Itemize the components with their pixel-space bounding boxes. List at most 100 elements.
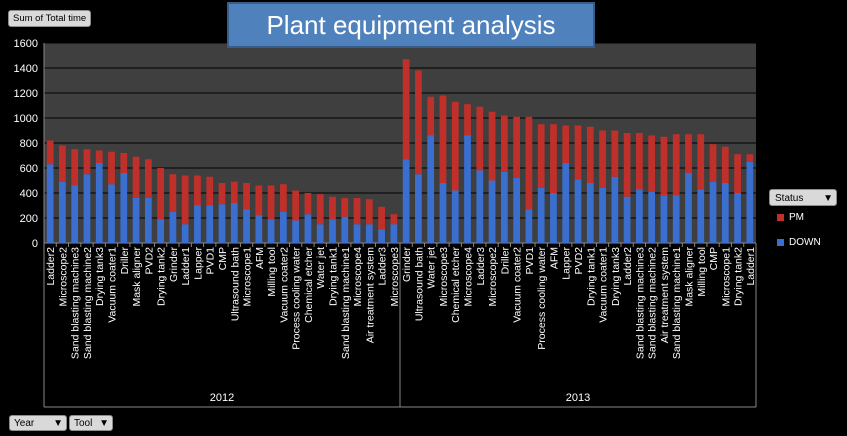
x-tick-label: Process cooling water xyxy=(291,247,303,350)
bar-down xyxy=(353,224,361,243)
bar-down xyxy=(157,219,164,243)
x-tick-label: Drying tank3 xyxy=(610,247,622,306)
bar-down xyxy=(280,211,287,243)
x-tick-label: CMP xyxy=(217,247,229,270)
bar-down xyxy=(304,214,312,243)
bar-down xyxy=(574,179,582,243)
year-field-button[interactable]: Year ▼ xyxy=(9,415,67,431)
x-tick-label: Drying tank2 xyxy=(733,247,745,306)
bar-pm xyxy=(230,181,238,203)
x-tick-label: Air treatment system xyxy=(659,247,671,344)
bar-pm xyxy=(721,146,729,183)
bar-pm xyxy=(255,185,263,216)
bar-pm xyxy=(218,183,226,205)
bar-down xyxy=(206,205,214,243)
x-tick-label: Sand blasting machine3 xyxy=(70,247,82,359)
bar-down xyxy=(144,198,152,243)
bar-pm xyxy=(390,214,398,225)
legend-label-down: DOWN xyxy=(789,237,821,248)
x-tick-label: Ladder2 xyxy=(622,247,634,286)
bar-pm xyxy=(550,124,557,193)
value-field-button[interactable]: Sum of Total time xyxy=(8,10,92,27)
x-tick-label: Vacuum coater2 xyxy=(278,247,290,323)
bar-down xyxy=(218,204,226,243)
bar-down xyxy=(697,189,705,243)
bar-down xyxy=(476,170,484,243)
bar-down xyxy=(746,161,754,243)
bar-pm xyxy=(746,154,754,162)
x-tick-label: Ladder1 xyxy=(745,247,757,286)
bar-pm xyxy=(304,193,312,215)
bar-down xyxy=(402,159,410,243)
bar-pm xyxy=(464,104,471,136)
x-tick-label: Milling tool xyxy=(696,247,708,297)
bar-pm xyxy=(574,125,582,180)
x-tick-label: AFM xyxy=(548,247,560,269)
legend-header-label: Status xyxy=(775,193,804,204)
bar-down xyxy=(329,219,336,243)
bar-pm xyxy=(513,116,520,178)
legend-swatch-down xyxy=(777,238,784,246)
y-tick-label: 600 xyxy=(20,163,38,175)
y-tick-label: 1600 xyxy=(14,38,38,50)
x-tick-label: Drying tank1 xyxy=(585,247,597,306)
bar-down xyxy=(488,180,496,243)
bar-pm xyxy=(365,199,373,225)
tool-field-button[interactable]: Tool ▼ xyxy=(69,415,113,431)
x-tick-label: Sand blasting machine1 xyxy=(340,247,352,359)
bar-down xyxy=(365,224,373,243)
x-tick-label: Vacuum coater1 xyxy=(107,247,119,323)
bar-down xyxy=(194,205,201,243)
bar-down xyxy=(95,163,103,243)
bar-down xyxy=(439,183,447,243)
bar-pm xyxy=(660,136,668,196)
legend-item-pm: PM xyxy=(777,212,804,223)
filter-dropdown-icon[interactable]: ▼ xyxy=(53,418,63,429)
bar-down xyxy=(599,188,606,243)
bar-down xyxy=(734,193,741,243)
tool-field-label: Tool xyxy=(74,418,93,429)
bar-pm xyxy=(415,70,422,175)
y-tick-label: 0 xyxy=(32,238,38,250)
x-tick-label: PVD1 xyxy=(205,247,217,275)
x-tick-label: Sand blasting machine2 xyxy=(82,247,94,359)
legend-swatch-pm xyxy=(777,213,784,221)
bar-down xyxy=(181,224,189,243)
bar-pm xyxy=(157,168,164,220)
bar-down xyxy=(623,196,631,243)
bar-down xyxy=(636,189,643,243)
bar-down xyxy=(586,183,594,243)
x-tick-label: Sand blasting machine1 xyxy=(671,247,683,359)
bar-down xyxy=(316,224,324,243)
bar-down xyxy=(709,181,717,243)
bar-pm xyxy=(194,175,201,206)
y-tick-label: 200 xyxy=(20,213,38,225)
x-tick-label: Microscope1 xyxy=(720,247,732,307)
bar-down xyxy=(513,178,520,243)
y-tick-label: 800 xyxy=(20,138,38,150)
dropdown-icon[interactable]: ▼ xyxy=(99,418,109,429)
x-tick-label: Ultrasound bath xyxy=(229,247,241,321)
bar-down xyxy=(230,203,238,243)
bar-pm xyxy=(525,116,533,210)
bar-down xyxy=(267,219,275,243)
bar-pm xyxy=(427,96,435,136)
x-tick-label: AFM xyxy=(254,247,266,269)
bar-pm xyxy=(144,159,152,198)
x-tick-label: Sand blasting machine3 xyxy=(634,247,646,359)
legend-status-filter[interactable]: Status ▼ xyxy=(769,189,837,206)
x-tick-label: Microscope4 xyxy=(352,247,364,307)
year-field-label: Year xyxy=(14,418,35,429)
x-tick-label: Microscope2 xyxy=(57,247,69,307)
x-tick-label: Microscope1 xyxy=(242,247,254,307)
x-tick-label: Lapper xyxy=(192,247,204,280)
bar-pm xyxy=(402,59,410,160)
bar-pm xyxy=(636,133,643,190)
filter-dropdown-icon[interactable]: ▼ xyxy=(823,193,833,204)
x-tick-label: Process cooling water xyxy=(536,247,548,350)
bar-down xyxy=(243,209,250,243)
bar-down xyxy=(550,193,557,243)
y-tick-label: 400 xyxy=(20,188,38,200)
bar-pm xyxy=(599,130,606,188)
x-tick-label: Grinder xyxy=(168,247,180,283)
